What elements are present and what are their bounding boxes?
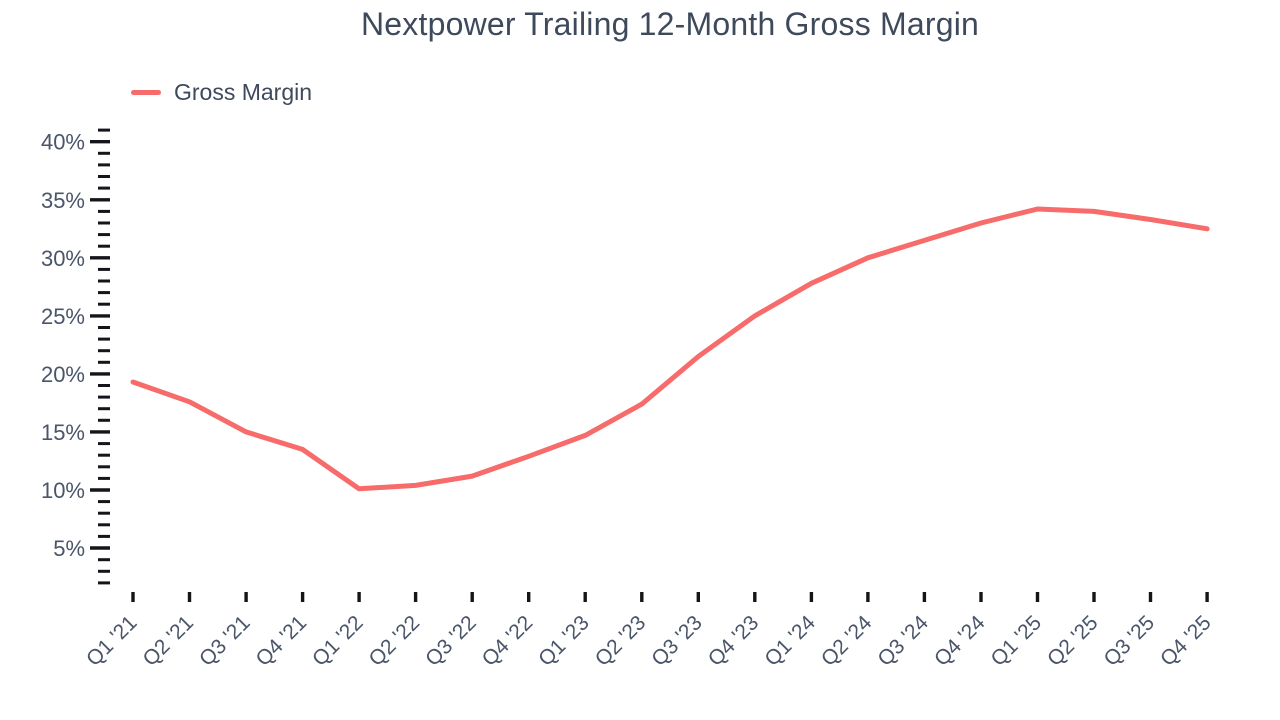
x-axis-tick-label: Q1 '22 bbox=[308, 611, 368, 671]
x-axis-tick-label: Q2 '24 bbox=[817, 611, 877, 671]
x-axis-tick-label: Q1 '21 bbox=[82, 611, 142, 671]
x-axis-tick-label: Q2 '21 bbox=[138, 611, 198, 671]
legend-label: Gross Margin bbox=[174, 79, 313, 105]
x-axis-tick-label: Q3 '21 bbox=[195, 611, 255, 671]
x-axis-tick-label: Q4 '21 bbox=[252, 611, 312, 671]
y-axis-tick-label: 30% bbox=[41, 246, 85, 271]
x-axis-tick-label: Q2 '25 bbox=[1043, 611, 1103, 671]
x-axis-tick-label: Q3 '24 bbox=[873, 611, 933, 671]
x-axis-tick-label: Q2 '22 bbox=[365, 611, 425, 671]
chart-title: Nextpower Trailing 12-Month Gross Margin bbox=[360, 6, 979, 42]
x-axis-tick-label: Q3 '23 bbox=[647, 611, 707, 671]
x-axis-tick-label: Q1 '25 bbox=[986, 611, 1046, 671]
x-axis-tick-label: Q1 '24 bbox=[760, 611, 820, 671]
y-axis-tick-label: 10% bbox=[41, 478, 85, 503]
legend: Gross Margin bbox=[131, 79, 312, 106]
x-axis-tick-label: Q3 '22 bbox=[421, 611, 481, 671]
x-axis-tick-label: Q1 '23 bbox=[534, 611, 594, 671]
x-axis-tick-label: Q3 '25 bbox=[1099, 611, 1159, 671]
y-axis-tick-label: 20% bbox=[41, 362, 85, 387]
y-axis-tick-label: 5% bbox=[53, 536, 85, 561]
x-axis-tick-label: Q4 '24 bbox=[930, 611, 990, 671]
y-axis-tick-label: 40% bbox=[41, 130, 85, 155]
y-axis-tick-label: 25% bbox=[41, 304, 85, 329]
y-axis-tick-label: 15% bbox=[41, 420, 85, 445]
x-axis-tick-label: Q4 '23 bbox=[704, 611, 764, 671]
x-axis-tick-label: Q4 '25 bbox=[1156, 611, 1216, 671]
legend-line-swatch bbox=[131, 90, 161, 95]
x-axis-tick-label: Q2 '23 bbox=[591, 611, 651, 671]
gross-margin-line bbox=[130, 206, 1210, 492]
y-axis-tick-label: 35% bbox=[41, 188, 85, 213]
x-axis-tick-label: Q4 '22 bbox=[478, 611, 538, 671]
